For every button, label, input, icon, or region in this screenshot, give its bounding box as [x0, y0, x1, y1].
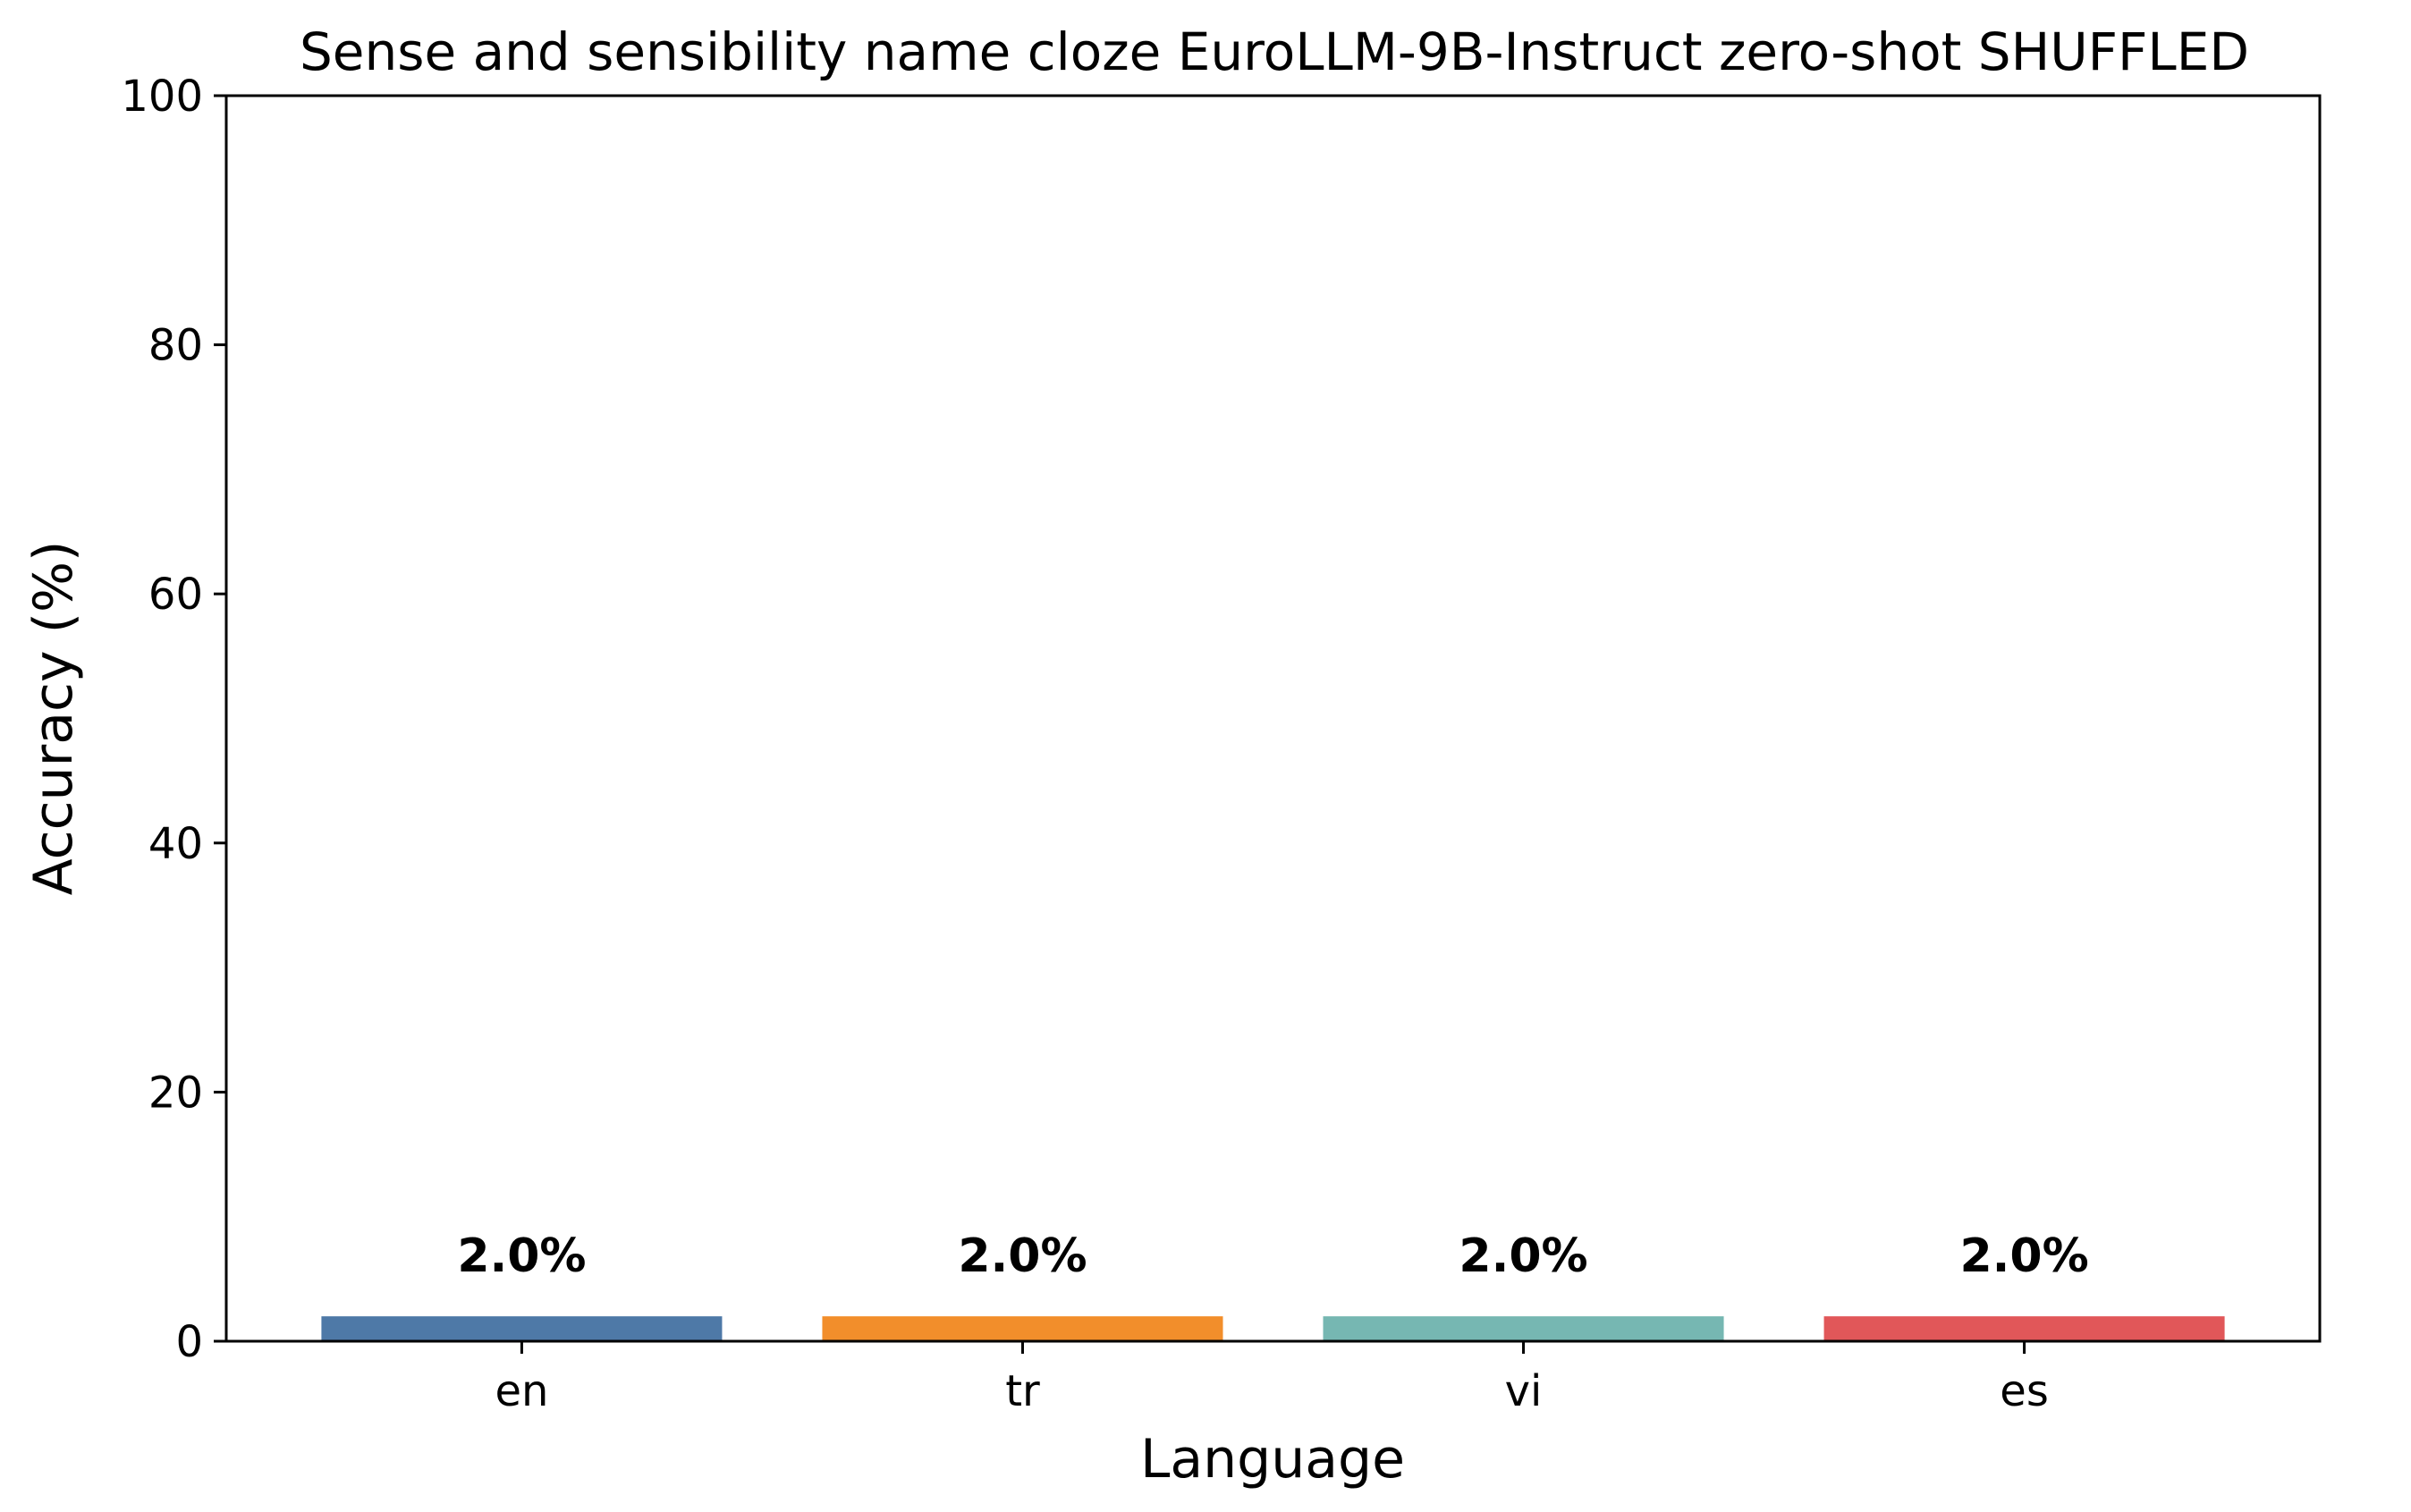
x-axis: en tr vi es: [495, 1341, 2049, 1416]
y-tick-label-80: 80: [148, 321, 203, 371]
data-labels-layer: 2.0% 2.0% 2.0% 2.0%: [457, 1229, 2088, 1283]
bar-en: [321, 1316, 723, 1341]
y-tick-label-40: 40: [148, 819, 203, 869]
bar-es: [1823, 1316, 2225, 1341]
bar-vi: [1323, 1316, 1724, 1341]
data-label-es: 2.0%: [1959, 1229, 2088, 1283]
y-tick-label-0: 0: [175, 1317, 203, 1367]
x-tick-label-es: es: [2000, 1366, 2049, 1416]
y-tick-label-100: 100: [121, 72, 203, 122]
y-axis-label: Accuracy (%): [22, 541, 85, 896]
data-label-en: 2.0%: [457, 1229, 586, 1283]
x-tick-label-vi: vi: [1505, 1366, 1543, 1416]
x-tick-label-tr: tr: [1005, 1366, 1040, 1416]
bar-tr: [822, 1316, 1223, 1341]
data-label-tr: 2.0%: [958, 1229, 1087, 1283]
data-label-vi: 2.0%: [1459, 1229, 1587, 1283]
y-tick-label-20: 20: [148, 1068, 203, 1118]
x-tick-label-en: en: [495, 1366, 548, 1416]
chart-title: Sense and sensibility name cloze EuroLLM…: [300, 21, 2249, 82]
bars-layer: [321, 1316, 2225, 1341]
plot-frame: [224, 94, 2322, 1343]
y-tick-label-60: 60: [148, 570, 203, 620]
x-axis-label: Language: [1140, 1428, 1405, 1491]
y-axis: 0 20 40 60 80 100: [121, 72, 226, 1367]
